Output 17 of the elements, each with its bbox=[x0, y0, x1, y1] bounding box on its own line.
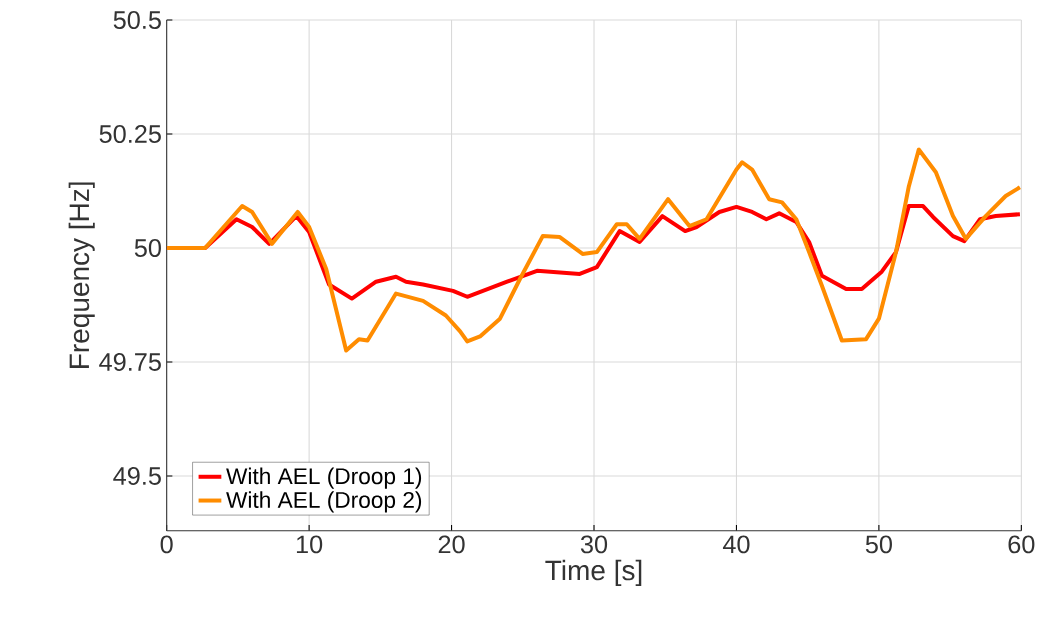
y-tick-label: 50.5 bbox=[113, 11, 161, 29]
x-tick-label: 0 bbox=[160, 535, 173, 554]
x-tick-label: 50 bbox=[865, 535, 892, 554]
y-tick-label: 50 bbox=[134, 239, 161, 257]
y-axis-title: Frequency [Hz] bbox=[68, 182, 95, 368]
x-axis-title: Time [s] bbox=[545, 559, 642, 586]
x-tick-label: 10 bbox=[296, 535, 323, 554]
x-tick-label: 40 bbox=[722, 535, 750, 554]
x-tick-label: 20 bbox=[438, 535, 465, 554]
legend-label: With AEL (Droop 2) bbox=[226, 491, 422, 513]
x-tick-label: 60 bbox=[1008, 535, 1035, 554]
x-tick-label: 30 bbox=[580, 535, 608, 554]
legend-label: With AEL (Droop 1) bbox=[226, 467, 422, 489]
y-tick-label: 50.25 bbox=[99, 125, 161, 143]
y-tick-label: 49.5 bbox=[113, 466, 161, 485]
line-series bbox=[166, 147, 1022, 353]
y-tick-label: 49.75 bbox=[99, 352, 161, 371]
